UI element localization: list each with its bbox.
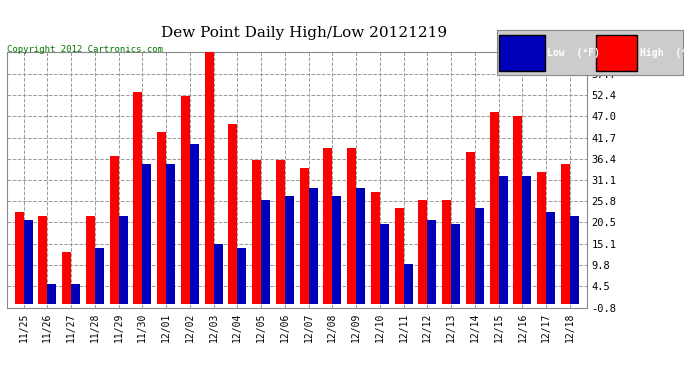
Bar [522,176,531,304]
FancyBboxPatch shape [499,34,545,70]
Bar [371,192,380,304]
Bar [490,112,499,304]
Bar [499,176,508,304]
Bar [166,164,175,304]
Bar [119,216,128,304]
Bar [157,132,166,304]
Bar [427,220,436,304]
Bar [537,172,546,304]
Bar [71,284,80,304]
Bar [276,160,285,304]
Bar [546,212,555,304]
Bar [418,200,427,304]
Bar [204,53,214,304]
Bar [142,164,151,304]
Bar [570,216,579,304]
Bar [62,252,71,304]
Bar [347,148,356,304]
Text: Low  (°F): Low (°F) [547,48,600,57]
Bar [299,168,308,304]
Bar [214,244,223,304]
Bar [252,160,261,304]
Bar [228,124,237,304]
Bar [237,248,246,304]
Bar [38,216,48,304]
Bar [181,96,190,304]
FancyBboxPatch shape [595,34,636,70]
Bar [308,188,317,304]
Bar [356,188,365,304]
Bar [324,148,333,304]
Bar [95,248,103,304]
Bar [86,216,95,304]
Text: Copyright 2012 Cartronics.com: Copyright 2012 Cartronics.com [7,45,163,54]
Bar [380,224,389,304]
Bar [14,212,23,304]
Bar [451,224,460,304]
Bar [190,144,199,304]
Bar [561,164,570,304]
Bar [404,264,413,304]
Text: Dew Point Daily High/Low 20121219: Dew Point Daily High/Low 20121219 [161,26,446,40]
Bar [48,284,57,304]
Bar [442,200,451,304]
Bar [261,200,270,304]
Bar [333,196,342,304]
Bar [23,220,32,304]
Bar [133,93,142,304]
Text: High  (°F): High (°F) [640,48,690,57]
Bar [110,156,119,304]
Bar [513,117,522,304]
Bar [466,152,475,304]
Bar [475,209,484,304]
Bar [285,196,294,304]
Bar [395,209,404,304]
